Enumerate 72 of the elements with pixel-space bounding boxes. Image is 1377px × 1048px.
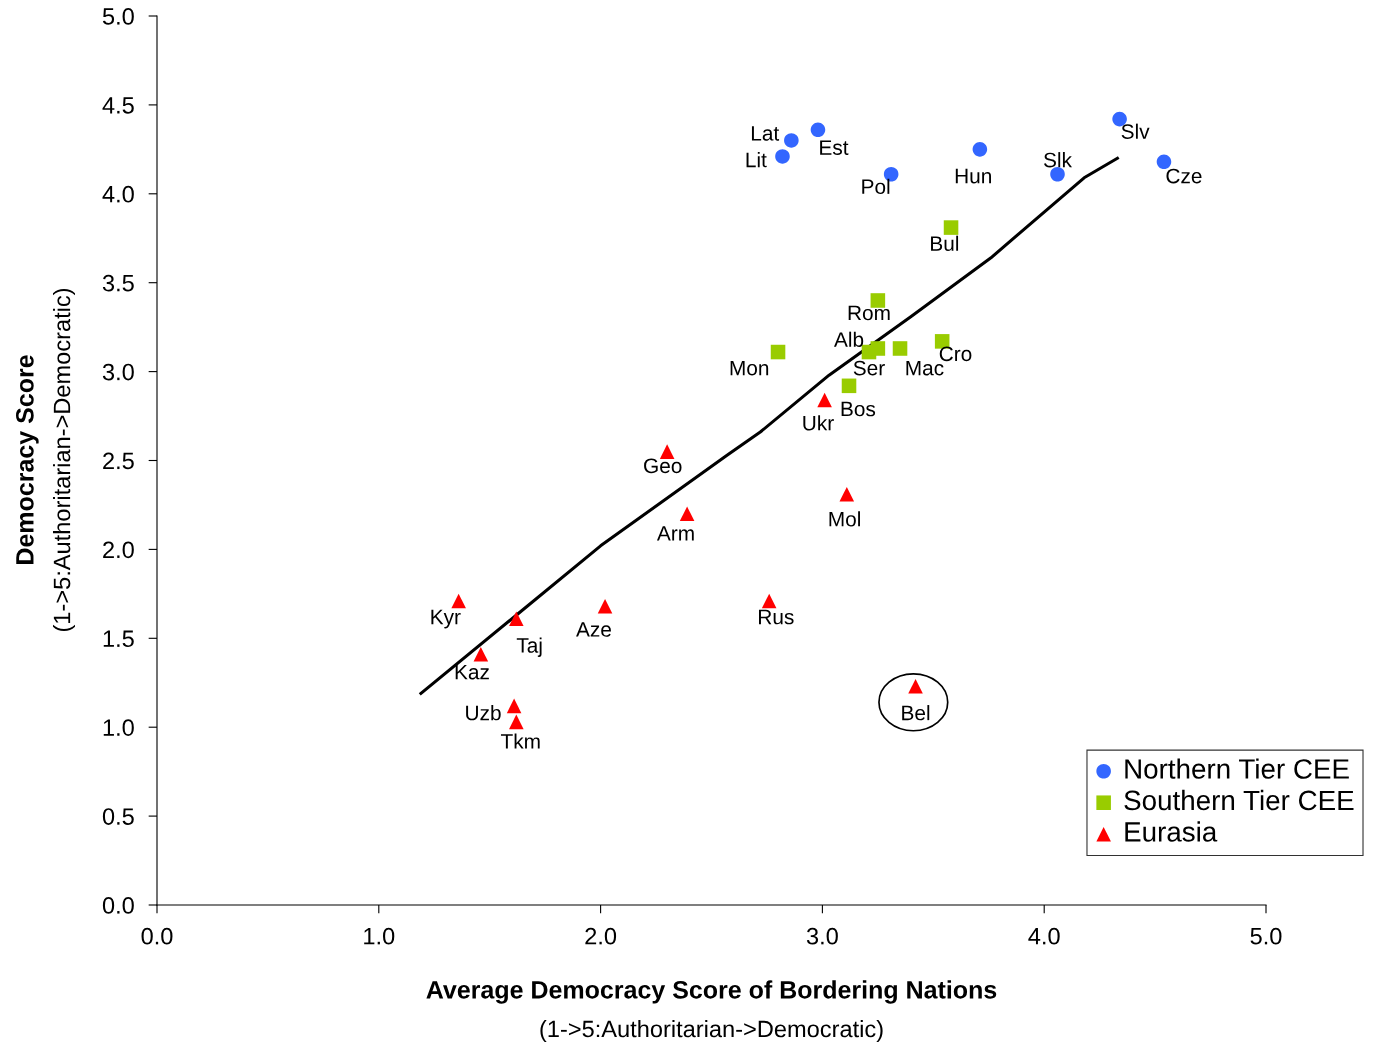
point xyxy=(972,142,988,157)
annotation: Tkm xyxy=(500,733,540,749)
point xyxy=(817,392,832,408)
x-tick-label: 0.0 xyxy=(141,927,173,945)
y-tick-label: 5.0 xyxy=(102,8,134,25)
annotation: Mon xyxy=(730,360,769,376)
y-tick-label: 1.0 xyxy=(103,719,134,736)
annotation: Slv xyxy=(1121,123,1150,139)
annotation: Rom xyxy=(848,305,890,321)
x-tick-label: 2.0 xyxy=(585,927,617,945)
annotation: Cze xyxy=(1166,168,1202,184)
y-tick-label: 3.0 xyxy=(102,363,134,381)
point xyxy=(761,593,777,609)
point xyxy=(810,122,826,138)
annotation: Lat xyxy=(751,126,780,141)
y-axis-title: Democracy Score (1->5:Authoritarian->Democratic) xyxy=(16,288,75,632)
point xyxy=(679,506,695,522)
point xyxy=(597,599,613,614)
annotation: Ukr xyxy=(803,415,834,431)
y-tick-label: 0.0 xyxy=(102,897,134,914)
y-tick-label: 3.5 xyxy=(102,274,134,292)
annotation: Ser xyxy=(853,360,885,376)
annotation: Alb xyxy=(834,331,864,347)
annotation: Bos xyxy=(841,401,876,417)
y-tick-label: 1.5 xyxy=(103,630,134,648)
annotation: Pol xyxy=(862,178,890,195)
annotation: Rus xyxy=(759,609,794,625)
y-tick-label: 0.5 xyxy=(102,808,134,825)
point xyxy=(908,679,923,694)
annotation: Cro xyxy=(939,346,972,362)
y-tick-label: 4.5 xyxy=(102,97,134,114)
point xyxy=(892,341,908,356)
point xyxy=(870,341,886,356)
annotation: Hun xyxy=(955,168,991,184)
legend-label: Northern Tier CEE xyxy=(1125,758,1349,779)
point xyxy=(841,378,857,394)
annotation: Lit xyxy=(746,152,767,168)
point xyxy=(943,220,959,235)
annotation: Mol xyxy=(829,511,860,527)
point xyxy=(775,149,790,164)
annotation: Uzb xyxy=(466,705,501,721)
x-tick-label: 3.0 xyxy=(806,927,838,945)
legend-label: Eurasia xyxy=(1125,821,1218,842)
x-tick-label: 4.0 xyxy=(1028,927,1060,945)
annotation: Est xyxy=(820,140,849,155)
legend-label: Southern Tier CEE xyxy=(1124,789,1354,811)
annotation: Bul xyxy=(931,235,959,251)
point xyxy=(770,344,786,360)
point xyxy=(509,611,524,627)
x-tick-label: 5.0 xyxy=(1250,927,1282,945)
annotation: Geo xyxy=(644,458,682,474)
annotation: Aze xyxy=(576,622,611,637)
annotation: Mac xyxy=(906,360,944,376)
point xyxy=(659,444,675,459)
annotation: Kyr xyxy=(431,609,461,629)
point xyxy=(451,593,466,609)
point xyxy=(1156,154,1172,170)
annotation: Slk xyxy=(1043,152,1073,168)
point xyxy=(839,487,855,502)
annotation: Kaz xyxy=(455,664,489,680)
x-axis-title: Average Democracy Score of Bordering Nations (1->5:Authoritarian->Democratic) xyxy=(426,980,997,1042)
annotation: Taj xyxy=(516,637,542,657)
annotation: Bel xyxy=(902,705,930,721)
y-tick-label: 2.5 xyxy=(103,452,134,470)
y-tick-label: 4.0 xyxy=(102,185,134,203)
annotation: Arm xyxy=(656,526,694,541)
y-tick-label: 2.0 xyxy=(103,541,134,559)
point xyxy=(506,698,522,714)
x-tick-label: 1.0 xyxy=(364,927,395,945)
point xyxy=(473,647,489,662)
point xyxy=(509,714,524,730)
point xyxy=(784,133,799,148)
